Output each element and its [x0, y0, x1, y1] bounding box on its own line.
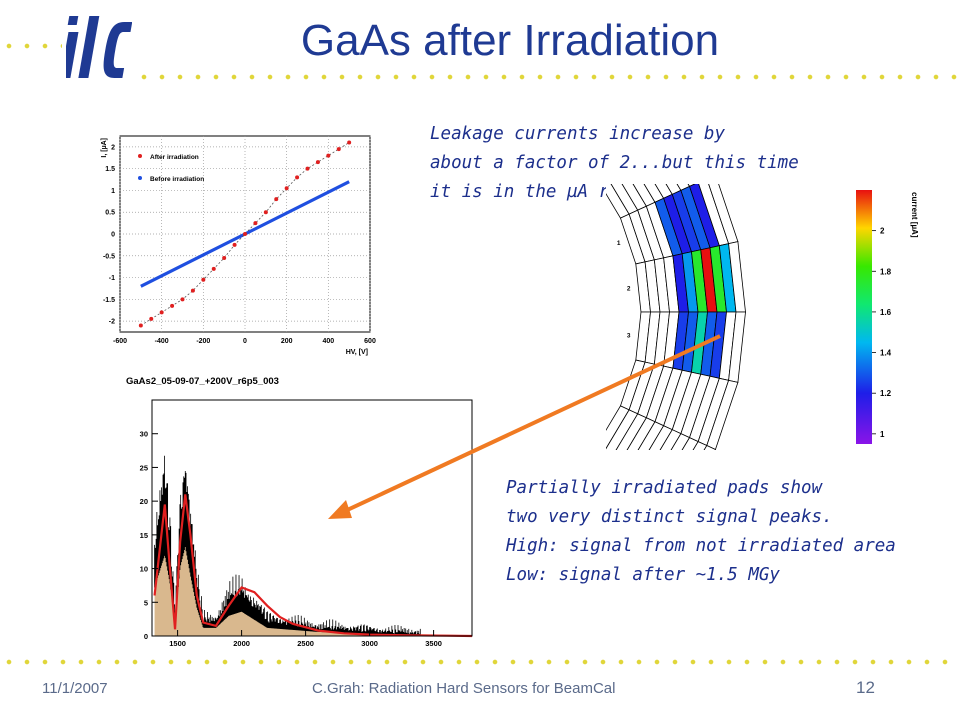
data-point-after-irradiation — [336, 147, 341, 152]
y-tick-label: -0.5 — [103, 253, 115, 260]
y-tick-label: 15 — [140, 531, 148, 540]
leakage-note-line: about a factor of 2...but this time — [430, 153, 799, 173]
decorative-dots-bottom — [0, 659, 960, 665]
y-tick-label: 0.5 — [105, 210, 115, 217]
legend-marker-after — [138, 154, 142, 158]
series-line-after-irradiation — [140, 142, 350, 326]
plot-frame — [151, 399, 473, 637]
data-point-after-irradiation — [253, 221, 258, 226]
colorbar — [856, 190, 872, 444]
slide-title: GaAs after Irradiation — [300, 16, 720, 65]
pads-note-line: two very distinct signal peaks. — [506, 507, 833, 527]
iv-curve-chart: -600 -400 -200 0 200 400 600 -2 -1.5 -1 -0.5 0 0.5 1 1… — [101, 135, 376, 356]
chart-title: GaAs2_05-09-07_+200V_r6p5_003 — [126, 376, 279, 387]
y-tick-label: 0 — [111, 232, 115, 239]
x-tick-label: 3500 — [425, 639, 442, 648]
data-point-after-irradiation — [159, 310, 164, 315]
fit-curve — [153, 494, 473, 638]
y-tick-label: 20 — [140, 497, 148, 506]
footer-title: C.Grah: Radiation Hard Sensors for BeamC… — [312, 680, 616, 697]
data-point-after-irradiation — [222, 255, 227, 260]
y-tick-label: 2 — [111, 144, 115, 151]
data-point-after-irradiation — [274, 197, 279, 202]
x-tick-label: -200 — [196, 338, 210, 345]
colorbar-tick-label: 1 — [880, 430, 885, 439]
data-point-after-irradiation — [180, 297, 185, 302]
colorbar-tick-label: 1.8 — [880, 267, 892, 276]
y-axis-label: I, [µA] — [101, 138, 108, 158]
leakage-note: Leakage currents increase by about a fac… — [430, 120, 799, 207]
colorbar-tick-label: 1.4 — [880, 349, 892, 358]
data-point-after-irradiation — [232, 242, 237, 247]
colorbar-label: current [µA] — [910, 192, 919, 238]
decorative-dots-top-left — [0, 43, 62, 49]
data-point-after-irradiation — [347, 140, 352, 145]
pads-note-line: High: signal from not irradiated area — [506, 536, 896, 556]
x-tick-label: 400 — [322, 338, 334, 345]
legend-marker-before — [138, 176, 142, 180]
leakage-note-line: Leakage currents increase by — [430, 124, 726, 144]
legend-label-before: Before irradiation — [150, 176, 204, 183]
x-tick-label: 2500 — [297, 639, 314, 648]
data-point-after-irradiation — [201, 277, 206, 282]
pads-note: Partially irradiated pads show two very … — [506, 474, 896, 590]
x-tick-label: -600 — [113, 338, 127, 345]
x-tick-label: 1500 — [169, 639, 186, 648]
y-tick-label: 1.5 — [105, 166, 115, 173]
y-tick-label: 5 — [144, 598, 148, 607]
data-point-after-irradiation — [305, 166, 310, 171]
colorbar-tick-label: 2 — [880, 227, 885, 236]
y-tick-label: 25 — [140, 463, 148, 472]
decorative-dots-top — [135, 74, 960, 80]
y-tick-label: 30 — [140, 430, 148, 439]
pads-note-line: Partially irradiated pads show — [506, 478, 823, 498]
data-point-after-irradiation — [295, 175, 300, 180]
row-label: 2 — [627, 286, 631, 293]
y-tick-label: 1 — [111, 188, 115, 195]
data-point-after-irradiation — [315, 160, 320, 165]
row-label: 1 — [617, 240, 621, 247]
data-point-after-irradiation — [243, 232, 247, 236]
data-point-after-irradiation — [149, 316, 154, 321]
ilc-logo-mark — [66, 16, 132, 78]
data-point-after-irradiation — [263, 210, 268, 215]
footer-date: 11/1/2007 — [42, 680, 108, 697]
data-point-after-irradiation — [190, 288, 195, 293]
data-point-after-irradiation — [211, 266, 216, 271]
y-tick-label: -1.5 — [103, 297, 115, 304]
data-point-after-irradiation — [326, 153, 331, 158]
x-tick-label: 200 — [281, 338, 293, 345]
x-tick-label: -400 — [155, 338, 169, 345]
row-label: 3 — [627, 332, 631, 339]
data-point-after-irradiation — [284, 186, 289, 191]
legend-label-after: After irradiation — [150, 154, 199, 161]
y-tick-label: -1 — [109, 275, 115, 282]
pads-note-line: Low: signal after ~1.5 MGy — [506, 565, 780, 585]
leakage-note-line: it is in the µA range. — [430, 182, 662, 202]
y-tick-label: -2 — [109, 319, 115, 326]
x-tick-label: 3000 — [361, 639, 378, 648]
data-point-after-irradiation — [170, 303, 175, 308]
x-axis-label: HV, [V] — [346, 349, 368, 356]
x-tick-label: 2000 — [233, 639, 250, 648]
x-tick-label: 600 — [364, 338, 376, 345]
colorbar-tick-label: 1.2 — [880, 389, 892, 398]
y-tick-label: 0 — [144, 632, 148, 641]
colorbar-tick-label: 1.6 — [880, 308, 892, 317]
x-tick-label: 0 — [243, 338, 247, 345]
data-point-after-irradiation — [138, 323, 143, 328]
page-number: 12 — [856, 678, 875, 697]
ilc-logo: ilc — [66, 16, 132, 78]
y-tick-label: 10 — [140, 565, 148, 574]
